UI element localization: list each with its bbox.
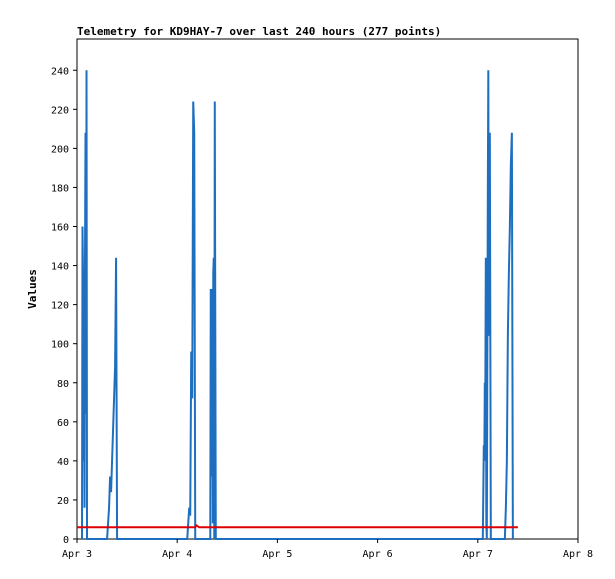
x-tick-label: Apr 6 <box>363 549 393 560</box>
x-tick-label: Apr 7 <box>463 549 493 560</box>
y-tick-label: 0 <box>63 535 69 546</box>
x-tick-label: Apr 4 <box>162 549 192 560</box>
y-tick-label: 60 <box>57 418 69 429</box>
y-tick-label: 240 <box>51 66 69 77</box>
series-line-2 <box>77 523 518 529</box>
x-axis-ticks: Apr 3 Apr 4 Apr 5 Apr 6 Apr 7 Apr 8 <box>62 539 593 560</box>
x-tick-label: Apr 8 <box>563 549 593 560</box>
series-layer <box>77 70 518 540</box>
y-tick-label: 180 <box>51 183 69 194</box>
y-tick-label: 80 <box>57 379 69 390</box>
x-tick-label: Apr 3 <box>62 549 92 560</box>
x-tick-label: Apr 5 <box>262 549 292 560</box>
y-tick-label: 200 <box>51 144 69 155</box>
y-tick-label: 220 <box>51 105 69 116</box>
y-axis-ticks: 0 20 40 60 80 100 120 140 160 180 200 220 240 <box>51 66 77 546</box>
y-axis-label: Values <box>26 269 39 309</box>
y-tick-label: 120 <box>51 301 69 312</box>
y-tick-label: 40 <box>57 457 69 468</box>
y-tick-label: 20 <box>57 496 69 507</box>
series-line-1 <box>81 70 514 540</box>
chart-title: Telemetry for KD9HAY-7 over last 240 hou… <box>77 25 441 38</box>
plot-area <box>76 38 579 540</box>
y-tick-label: 140 <box>51 262 69 273</box>
y-tick-label: 100 <box>51 340 69 351</box>
y-tick-label: 160 <box>51 223 69 234</box>
